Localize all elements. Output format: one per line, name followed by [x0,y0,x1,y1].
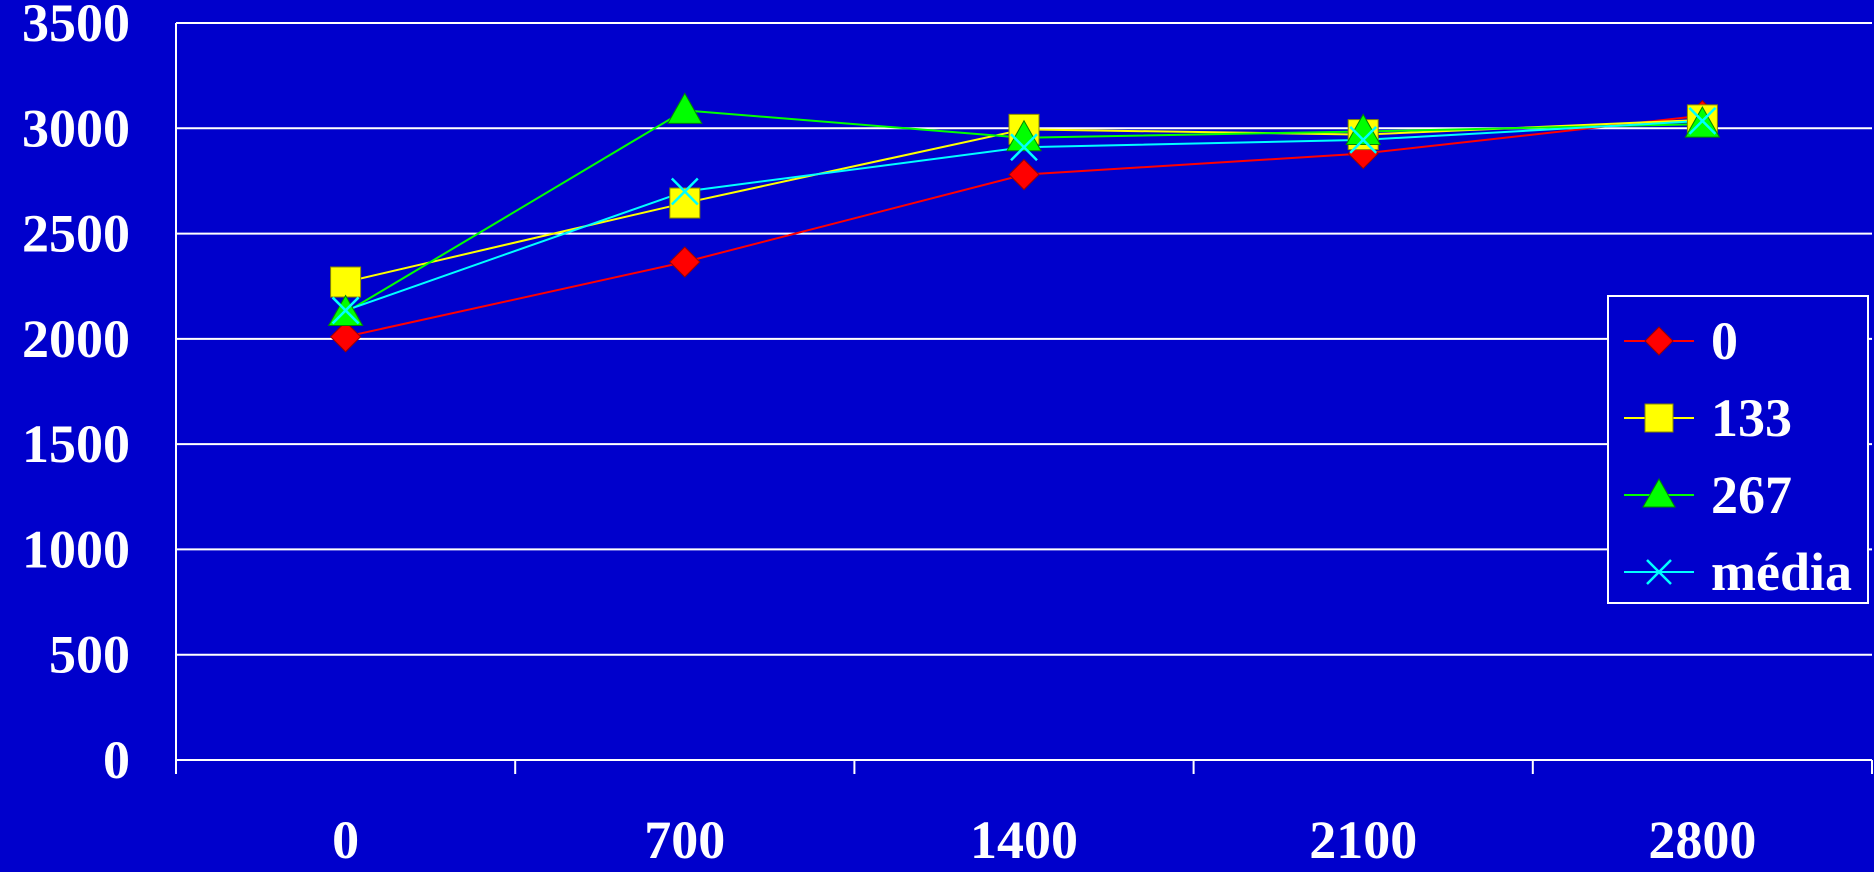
data-point-diamond [1644,326,1674,356]
data-point-triangle [1345,113,1382,145]
x-axis-tick-labels: 0 700 1400 2100 2800 [332,810,1756,870]
data-point-x [1349,125,1378,154]
data-point-diamond [329,321,362,353]
y-tick-label: 0 [103,730,130,790]
legend-label: 133 [1711,388,1792,448]
y-tick-label: 2500 [22,204,130,264]
y-tick-label: 1500 [22,414,130,474]
y-tick-label: 1000 [22,519,130,579]
y-tick-label: 500 [49,625,130,685]
legend-label: 0 [1711,311,1738,371]
data-point-triangle [1642,477,1676,508]
x-tick-label: 2100 [1309,810,1417,870]
data-point-x [1010,133,1038,162]
data-point-diamond [669,246,701,278]
y-axis-tick-labels: 0 500 1000 1500 2000 2500 3000 3500 [22,0,130,790]
data-point-x [331,296,360,325]
x-tick-label: 0 [332,810,359,870]
y-tick-label: 3000 [22,98,130,158]
legend: 0 133 267 média [1607,295,1869,604]
data-point-square [330,266,362,298]
y-tick-label: 3500 [22,0,130,53]
data-point-x [670,177,699,206]
data-point-x [1646,559,1672,585]
data-point-triangle [666,92,703,124]
x-tick-label: 1400 [970,810,1078,870]
data-point-triangle [1006,119,1042,152]
data-point-diamond [1008,158,1040,191]
legend-label: 267 [1711,465,1792,525]
data-point-x [1688,107,1717,135]
plot-area [327,92,1721,353]
data-point-square [1644,403,1674,433]
axes [175,23,1873,774]
x-tick-label: 2800 [1648,810,1756,870]
legend-label: média [1711,542,1852,602]
y-tick-label: 2000 [22,309,130,369]
x-tick-label: 700 [644,810,725,870]
